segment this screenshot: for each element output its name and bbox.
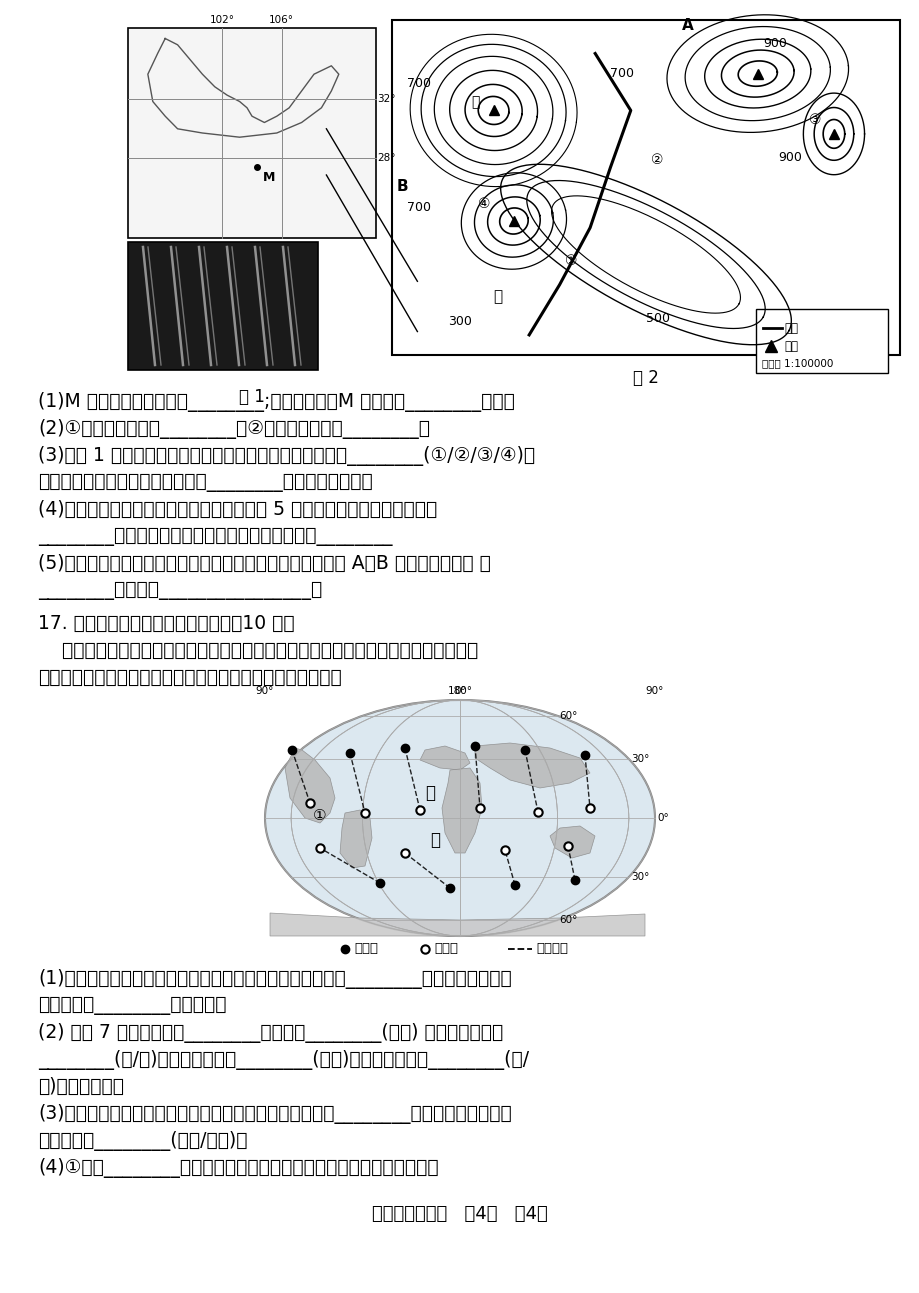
Ellipse shape bbox=[265, 700, 654, 936]
FancyBboxPatch shape bbox=[391, 19, 899, 356]
Text: 主要分布在________纬度地区。: 主要分布在________纬度地区。 bbox=[38, 996, 226, 1015]
Text: 300: 300 bbox=[448, 315, 471, 328]
Polygon shape bbox=[441, 768, 482, 853]
Text: ________千米；兴趣小组站在甲地能否看见乙地？________: ________千米；兴趣小组站在甲地能否看见乙地？________ bbox=[38, 528, 392, 546]
Text: (3)如图 1 是兴趣小组上传微信朋友圈的瀑布照片，它是在________(①/②/③/④)地: (3)如图 1 是兴趣小组上传微信朋友圈的瀑布照片，它是在________(①/… bbox=[38, 446, 535, 465]
Polygon shape bbox=[269, 913, 644, 936]
Text: ③: ③ bbox=[808, 112, 821, 127]
Text: 60°: 60° bbox=[559, 711, 577, 720]
Text: 0°: 0° bbox=[656, 813, 668, 824]
Text: 700: 700 bbox=[407, 200, 431, 213]
Text: 106°: 106° bbox=[269, 16, 294, 25]
Text: 乙: 乙 bbox=[429, 831, 439, 850]
Text: ①: ① bbox=[564, 253, 576, 268]
Text: (5)若兴趣小组要去丙山峰看日出，为了登山省力，同学们在 A、B 两条山路中选择 了: (5)若兴趣小组要去丙山峰看日出，为了登山省力，同学们在 A、B 两条山路中选择… bbox=[38, 553, 491, 573]
Text: 山峰: 山峰 bbox=[784, 340, 798, 353]
Text: 温暖海域繁殖，图为「全球大翅鲸分布及洄游路线示意图」。: 温暖海域繁殖，图为「全球大翅鲸分布及洄游路线示意图」。 bbox=[38, 668, 341, 687]
Text: 17. 阅读图文资料，完成下列各题。（10 分）: 17. 阅读图文资料，完成下列各题。（10 分） bbox=[38, 614, 294, 634]
Text: (3)南、北半球大翅鲸的繁殖时间不一致，主要是由于地球________运动的影响，南、北: (3)南、北半球大翅鲸的繁殖时间不一致，主要是由于地球________运动的影响… bbox=[38, 1104, 511, 1124]
Text: 半球的季节________(一致/相反)。: 半球的季节________(一致/相反)。 bbox=[38, 1131, 247, 1151]
FancyBboxPatch shape bbox=[128, 28, 376, 238]
Polygon shape bbox=[550, 826, 595, 859]
Text: 甲: 甲 bbox=[494, 290, 502, 304]
FancyBboxPatch shape bbox=[754, 309, 887, 374]
Text: 900: 900 bbox=[762, 36, 786, 50]
Text: (2) 每年 7 月，太阳直射________半球，甲________(大洲) 东岸的大翅鲸向: (2) 每年 7 月，太阳直射________半球，甲________(大洲) … bbox=[38, 1023, 503, 1043]
Text: 图 1: 图 1 bbox=[239, 388, 265, 406]
Text: ________。原因是________________。: ________。原因是________________。 bbox=[38, 581, 322, 600]
Text: 七年级地理试卷   共4页   第4页: 七年级地理试卷 共4页 第4页 bbox=[371, 1205, 548, 1223]
Text: ________(南/北)洄游去捕食，乙________(大洲)西岸的大翅鲸向________(南/: ________(南/北)洄游去捕食，乙________(大洲)西岸的大翅鲸向_… bbox=[38, 1050, 528, 1071]
Text: 大翅鲸栖息于世界各大洋，每年会进行有规律的洄游，夏季到冷水海域捕食，冬季到: 大翅鲸栖息于世界各大洋，每年会进行有规律的洄游，夏季到冷水海域捕食，冬季到 bbox=[38, 641, 478, 659]
Text: 28°: 28° bbox=[377, 153, 395, 163]
Text: (4)兴趣小组测得甲地到乙地的图上距离约为 5 厘米，则两地的实地距离约为: (4)兴趣小组测得甲地到乙地的图上距离约为 5 厘米，则两地的实地距离约为 bbox=[38, 500, 437, 518]
Text: 90°: 90° bbox=[255, 687, 274, 696]
Polygon shape bbox=[474, 743, 589, 787]
Text: 比例尺 1:100000: 比例尺 1:100000 bbox=[761, 358, 833, 369]
Text: 60°: 60° bbox=[559, 915, 577, 926]
Text: 30°: 30° bbox=[630, 754, 649, 764]
Text: (2)①地河流的流向是________，②地的地形类型是________。: (2)①地河流的流向是________，②地的地形类型是________。 bbox=[38, 419, 429, 440]
Text: 捕食区: 捕食区 bbox=[354, 943, 378, 956]
Text: (1)从高、中、低纬度地区来看，大翅鲸的繁殖区主要分布在________纬度地区，捕食区: (1)从高、中、低纬度地区来看，大翅鲸的繁殖区主要分布在________纬度地区… bbox=[38, 968, 511, 989]
Text: ①: ① bbox=[312, 808, 326, 824]
Text: B: B bbox=[397, 178, 408, 194]
Text: 30°: 30° bbox=[630, 871, 649, 882]
Text: 图 2: 图 2 bbox=[632, 369, 658, 387]
Text: (4)①位于________洋，该处的大翅鲸常年生活在该海域，不进行洄游。: (4)①位于________洋，该处的大翅鲸常年生活在该海域，不进行洄游。 bbox=[38, 1159, 438, 1178]
Text: 102°: 102° bbox=[210, 16, 234, 25]
Text: 900: 900 bbox=[777, 151, 801, 164]
Text: 90°: 90° bbox=[645, 687, 664, 696]
Text: 北)洄游去繁殖。: 北)洄游去繁殖。 bbox=[38, 1077, 124, 1096]
Text: 700: 700 bbox=[610, 67, 634, 80]
Text: 700: 700 bbox=[407, 78, 431, 91]
Polygon shape bbox=[285, 747, 335, 824]
Text: 拍摄的，原因是该地的地形部位是________，且有河流经过。: 拍摄的，原因是该地的地形部位是________，且有河流经过。 bbox=[38, 473, 372, 493]
Text: ②: ② bbox=[651, 153, 663, 167]
Text: 500: 500 bbox=[645, 312, 669, 325]
Text: 180°: 180° bbox=[447, 687, 472, 696]
Text: 0°: 0° bbox=[454, 687, 465, 696]
Text: 甲: 甲 bbox=[425, 784, 435, 802]
Text: 繁殖区: 繁殖区 bbox=[434, 943, 458, 956]
Text: 洄游路线: 洄游路线 bbox=[536, 943, 567, 956]
Polygon shape bbox=[340, 809, 371, 868]
Text: M: M bbox=[263, 171, 275, 184]
Text: ④: ④ bbox=[478, 197, 491, 211]
Text: (1)M 地区大致的经纬度是________;从经度上看，M 地区位于________半球。: (1)M 地区大致的经纬度是________;从经度上看，M 地区位于_____… bbox=[38, 392, 515, 412]
Text: 丙: 丙 bbox=[471, 96, 480, 110]
Text: 32°: 32° bbox=[377, 94, 395, 105]
Text: 河流: 河流 bbox=[784, 322, 798, 335]
FancyBboxPatch shape bbox=[128, 242, 318, 370]
Text: A: A bbox=[681, 18, 693, 34]
Polygon shape bbox=[420, 746, 470, 771]
